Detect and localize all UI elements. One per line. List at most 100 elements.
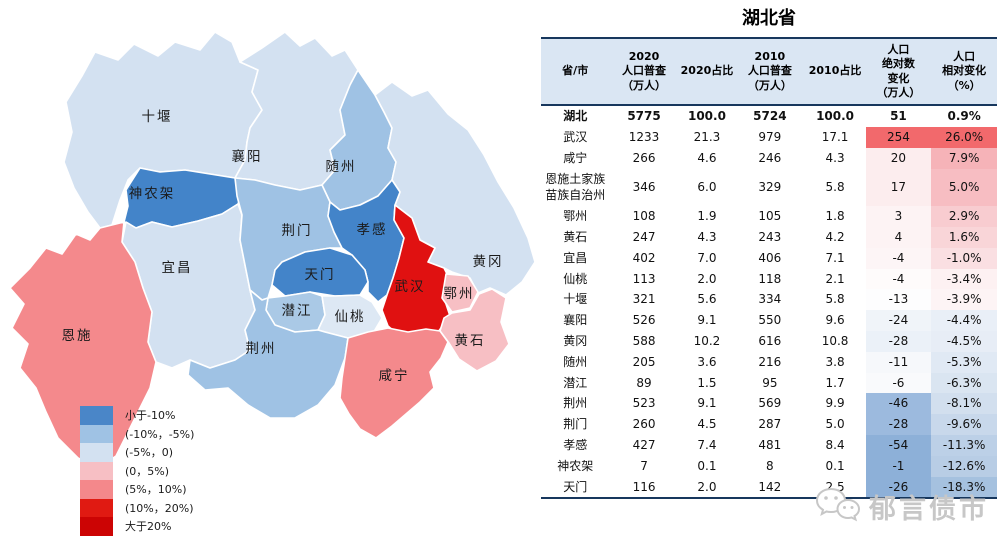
value-cell: 7 (640, 458, 648, 473)
value-cell: 6.0 (697, 179, 717, 194)
value-cell: 4 (865, 226, 932, 248)
label-jingmen: 荆门 (282, 223, 313, 239)
value-cell: 616 (758, 333, 782, 348)
legend-swatch (80, 424, 113, 443)
value-cell: -28 (865, 414, 932, 435)
table-row: 荆门 260 4.5 287 5.0 -28 -9.6% (541, 414, 997, 435)
label-wuhan: 武汉 (395, 279, 426, 295)
col-header-pop2020: 2020 人口普查 （万人） (609, 38, 679, 107)
value-cell: 481 (758, 437, 782, 452)
value-cell: 26.0% (931, 126, 997, 148)
value-cell: 254 (865, 126, 932, 148)
value-cell: -3.9% (931, 289, 997, 311)
legend-label: (-10%，-5%) (125, 427, 195, 441)
hubei-choropleth-map: 十堰 襄阳 随州 神农架 荆门 孝感 宜昌 天门 武汉 黄冈 鄂州 潜江 仙桃 … (9, 31, 536, 536)
region-name-cell: 武汉 (563, 129, 588, 144)
region-name-cell: 神农架 (557, 458, 594, 473)
value-cell: 569 (758, 396, 782, 411)
value-cell: 334 (758, 292, 782, 307)
label-xiangyang: 襄阳 (232, 149, 263, 165)
value-cell: -18.3% (931, 476, 997, 500)
value-cell: 247 (632, 229, 656, 244)
value-cell: -4.5% (931, 330, 997, 352)
value-cell: 3.8 (825, 354, 845, 369)
legend-label: (0，5%) (125, 464, 170, 478)
wechat-icon (815, 487, 861, 522)
value-cell: 7.4 (697, 437, 717, 452)
region-name-cell: 随州 (563, 354, 588, 369)
value-cell: 402 (632, 250, 656, 265)
legend-swatch (80, 517, 113, 536)
value-cell: -4 (865, 268, 932, 290)
table-row: 湖北 5775 100.0 5724 100.0 51 0.9% (541, 105, 997, 127)
value-cell: 9.9 (825, 396, 845, 411)
value-cell: 4.2 (825, 229, 845, 244)
value-cell: -4 (865, 247, 932, 269)
legend-label: 小于-10% (125, 409, 176, 423)
value-cell: -24 (865, 310, 932, 331)
table-row: 荆州 523 9.1 569 9.9 -46 -8.1% (541, 393, 997, 415)
legend-item: (0，5%) (80, 461, 194, 480)
value-cell: 5.0 (825, 417, 845, 432)
value-cell: 113 (632, 271, 656, 286)
value-cell: 17 (865, 168, 932, 207)
table-row: 襄阳 526 9.1 550 9.6 -24 -4.4% (541, 310, 997, 331)
value-cell: 2.0 (697, 271, 717, 286)
table-row: 随州 205 3.6 216 3.8 -11 -5.3% (541, 351, 997, 373)
label-qianjiang: 潜江 (282, 303, 313, 319)
table-row: 咸宁 266 4.6 246 4.3 20 7.9% (541, 147, 997, 169)
value-cell: 108 (632, 209, 656, 224)
region-ezhou (441, 273, 479, 313)
value-cell: 5775 (627, 109, 661, 124)
region-jingzhou (187, 289, 349, 419)
table-row: 武汉 1233 21.3 979 17.1 254 26.0% (541, 126, 997, 148)
table-body: 湖北 5775 100.0 5724 100.0 51 0.9% 武汉 1233 21.3 979 1… (541, 105, 997, 500)
value-cell: -8.1% (931, 393, 997, 415)
value-cell: -28 (865, 330, 932, 352)
region-name-cell: 黄冈 (563, 333, 588, 348)
value-cell: 550 (758, 313, 782, 328)
value-cell: 4.3 (825, 150, 845, 165)
table-row: 鄂州 108 1.9 105 1.8 3 2.9% (541, 206, 997, 227)
label-tianmen: 天门 (305, 267, 336, 283)
value-cell: 266 (632, 150, 656, 165)
value-cell: 20 (865, 147, 932, 169)
value-cell: -1 (865, 455, 932, 477)
value-cell: 7.9% (931, 147, 997, 169)
label-xiaogan: 孝感 (357, 221, 388, 238)
value-cell: 0.1 (825, 458, 845, 473)
value-cell: 1233 (628, 129, 660, 144)
value-cell: 9.1 (697, 396, 717, 411)
value-cell: 243 (758, 229, 782, 244)
region-name-cell: 咸宁 (563, 150, 588, 165)
watermark: 郁言债市 (815, 486, 989, 526)
value-cell: 0.1 (697, 458, 717, 473)
label-shennongjia: 神农架 (129, 186, 176, 202)
legend-label: (10%，20%) (125, 501, 194, 515)
legend-label: 大于20% (125, 520, 172, 534)
value-cell: 205 (632, 354, 656, 369)
value-cell: 588 (632, 333, 656, 348)
region-name-cell: 鄂州 (563, 209, 588, 224)
value-cell: 116 (609, 476, 679, 500)
value-cell: -9.6% (931, 414, 997, 435)
value-cell: 246 (758, 150, 782, 165)
region-name-cell: 恩施土家族苗族自治州 (545, 171, 606, 203)
legend-item: (-5%，0) (80, 443, 194, 462)
value-cell: 17.1 (821, 129, 849, 144)
region-name-cell: 天门 (541, 476, 610, 500)
value-cell: -46 (865, 393, 932, 415)
value-cell: 7.0 (697, 250, 717, 265)
region-name-cell: 宜昌 (563, 250, 588, 265)
value-cell: 427 (632, 437, 656, 452)
value-cell: 406 (758, 250, 782, 265)
table-header-row: 省/市 2020 人口普查 （万人） 2020占比 2010 人口普查 （万人）… (541, 38, 997, 107)
legend-swatch (80, 406, 113, 425)
page-title: 湖北省 (742, 8, 796, 29)
label-huanggang: 黄冈 (473, 254, 504, 270)
label-xiantao: 仙桃 (335, 309, 366, 325)
table-row: 黄石 247 4.3 243 4.2 4 1.6% (541, 226, 997, 248)
legend-swatch (80, 480, 113, 499)
legend-label: (5%，10%) (125, 483, 187, 497)
value-cell: -12.6% (931, 455, 997, 477)
